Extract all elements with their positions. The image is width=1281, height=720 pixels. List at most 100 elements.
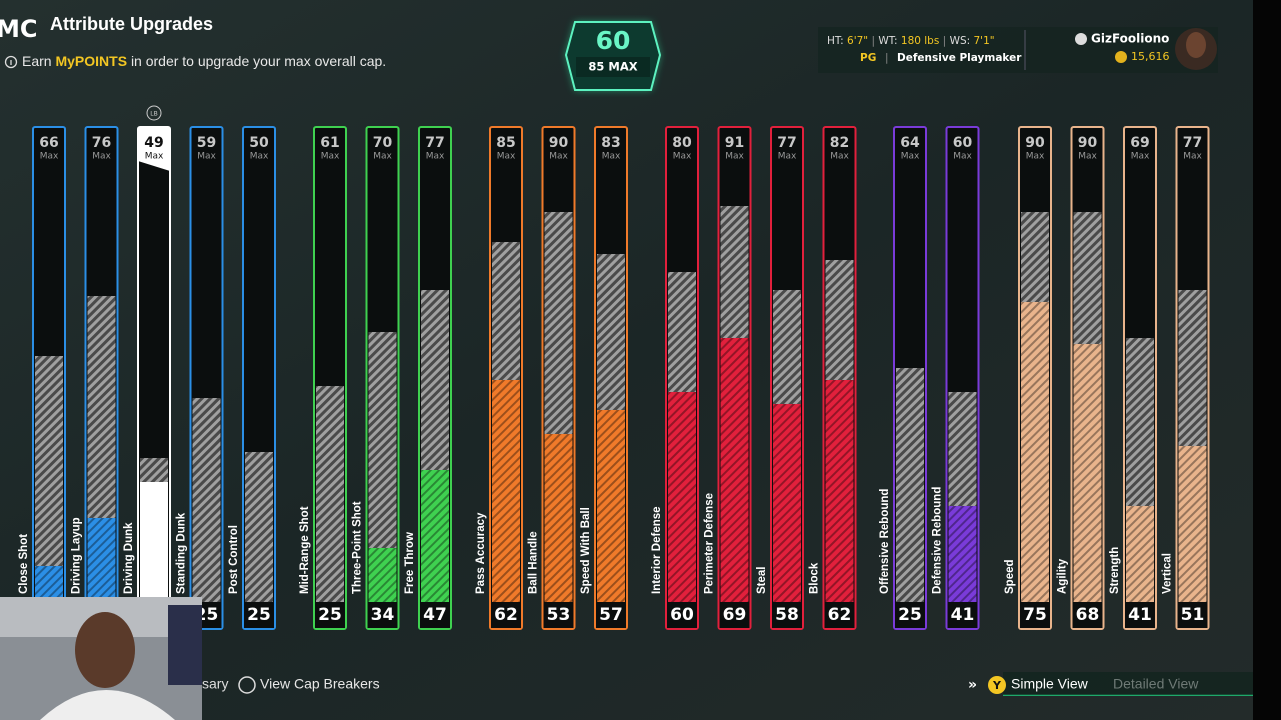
- position: PG: [860, 52, 876, 64]
- attribute-name: Driving Dunk: [123, 522, 135, 594]
- max-value: 90: [1078, 135, 1098, 151]
- value-box: [1125, 602, 1155, 628]
- cap-breakers-icon[interactable]: [238, 676, 256, 694]
- attribute-name: Agility: [1057, 558, 1069, 594]
- rating-hatch: [87, 518, 116, 602]
- max-label: Max: [549, 152, 568, 162]
- value-box: [596, 602, 626, 628]
- max-potential: [896, 368, 924, 602]
- ws-label: WS:: [950, 35, 971, 47]
- max-label: Max: [497, 152, 516, 162]
- ws: 7'1": [974, 35, 995, 47]
- player-points: 15,616: [1131, 50, 1170, 63]
- xbox-icon: [1075, 33, 1087, 45]
- rating-hatch: [825, 380, 854, 602]
- max-label: Max: [778, 152, 797, 162]
- max-label: Max: [725, 152, 744, 162]
- max-value: 64: [900, 135, 920, 151]
- ht-label: HT:: [827, 35, 844, 47]
- attribute-name: Vertical: [1162, 553, 1174, 594]
- current-value: 51: [1181, 605, 1205, 625]
- rating-hatch: [597, 410, 625, 602]
- attribute-name: Free Throw: [404, 532, 416, 594]
- max-label: Max: [373, 152, 392, 162]
- max-label: Max: [321, 152, 340, 162]
- max-value: 82: [830, 135, 849, 151]
- value-box: [667, 602, 697, 628]
- detailed-view[interactable]: Detailed View: [1113, 676, 1199, 692]
- max-value: 61: [320, 135, 339, 151]
- avatar-face: [1186, 32, 1206, 58]
- value-box: [772, 602, 802, 628]
- max-value: 66: [39, 135, 58, 151]
- attribute-name: Standing Dunk: [176, 512, 188, 594]
- mypoints: MyPOINTS: [55, 53, 127, 69]
- max-label: Max: [250, 152, 269, 162]
- max-value: 90: [1025, 135, 1045, 151]
- max-value: 91: [725, 135, 744, 151]
- rating-hatch: [1126, 506, 1154, 602]
- max-label: Max: [426, 152, 445, 162]
- attribute-name: Driving Layup: [71, 517, 83, 594]
- current-value: 58: [775, 605, 799, 625]
- max-value: 85: [496, 135, 515, 151]
- current-value: 47: [423, 605, 447, 625]
- current-value: 69: [723, 605, 747, 625]
- max-value: 77: [777, 135, 796, 151]
- attribute-name: Pass Accuracy: [475, 512, 487, 594]
- max-label: Max: [197, 152, 216, 162]
- max-label: Max: [145, 152, 164, 162]
- attribute-name: Perimeter Defense: [704, 493, 716, 594]
- y-button-label[interactable]: Y: [992, 679, 1002, 692]
- subtitle-prefix: Earn: [22, 53, 52, 69]
- value-box: [1072, 602, 1103, 628]
- current-value: 57: [599, 605, 623, 625]
- value-box: [244, 602, 274, 628]
- rating-hatch: [948, 506, 977, 602]
- subtitle-suffix: in order to upgrade your max overall cap…: [131, 53, 386, 69]
- max-value: 60: [953, 135, 973, 151]
- value-box: [947, 602, 978, 628]
- player-name: GizFooliono: [1091, 32, 1169, 46]
- rating-hatch: [1021, 302, 1049, 602]
- wt-label: WT:: [878, 35, 897, 47]
- max-value: 49: [144, 135, 163, 151]
- simple-view[interactable]: Simple View: [1011, 676, 1089, 692]
- rating-hatch: [773, 404, 801, 602]
- attribute-name: Post Control: [228, 525, 240, 594]
- max-value: 83: [601, 135, 620, 151]
- webcam-shirt: [40, 690, 175, 720]
- ht: 6'7": [847, 35, 868, 47]
- cap-breakers-button[interactable]: View Cap Breakers: [260, 676, 380, 692]
- rating-hatch: [421, 470, 449, 602]
- vc-icon: [1115, 51, 1127, 63]
- max-label: Max: [602, 152, 621, 162]
- attribute-name: Block: [809, 562, 821, 594]
- value-box: [895, 602, 925, 628]
- current-value: 62: [828, 605, 852, 625]
- current-value: 25: [318, 605, 342, 625]
- hint-label: LB: [150, 111, 157, 118]
- attribute-name: Three-Point Shot: [352, 501, 364, 594]
- current-value: 25: [898, 605, 922, 625]
- subtitle: Earn MyPOINTS in order to upgrade your m…: [22, 53, 386, 69]
- max-value: 70: [373, 135, 393, 151]
- player-panel: [818, 27, 1218, 73]
- value-box: [491, 602, 521, 628]
- edge-strip: [1253, 0, 1281, 720]
- selected-cap: [138, 127, 170, 171]
- y-button[interactable]: [988, 676, 1006, 694]
- max-label: Max: [40, 152, 59, 162]
- separator: |: [885, 52, 889, 64]
- current-value: 25: [247, 605, 271, 625]
- value-box: [1177, 602, 1208, 628]
- attribute-bars: 66Max31Close Shot76Max39Driving LayupLB4…: [18, 105, 1210, 630]
- value-box: [543, 602, 574, 628]
- attribute-name: Speed With Ball: [580, 507, 592, 594]
- current-value: 75: [1023, 605, 1047, 625]
- max-potential: [316, 386, 344, 602]
- max-value: 50: [249, 135, 269, 151]
- current-value: 60: [670, 605, 694, 625]
- value-box: [824, 602, 855, 628]
